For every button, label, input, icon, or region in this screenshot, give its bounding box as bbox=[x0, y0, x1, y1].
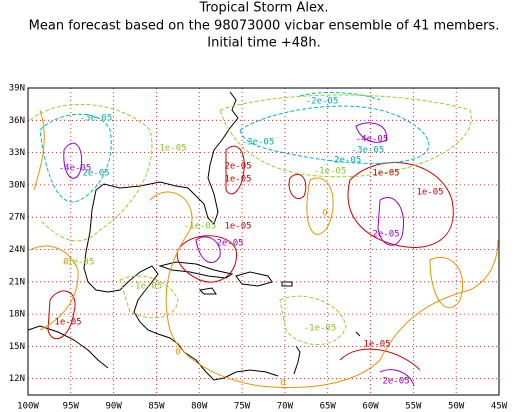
lat-label: 39N bbox=[9, 84, 25, 94]
contour-label: 1e-05 bbox=[159, 144, 186, 154]
contour-label: 0 bbox=[63, 258, 68, 268]
lon-label: 85W bbox=[148, 402, 165, 412]
lon-label: 95W bbox=[63, 402, 80, 412]
lat-label: 33N bbox=[9, 148, 25, 158]
lat-label: 21N bbox=[9, 277, 25, 287]
contour-label: -1e-05 bbox=[62, 258, 95, 268]
map-frame bbox=[27, 87, 500, 396]
contour-label: -1e-05 bbox=[184, 222, 217, 232]
lon-label: 75W bbox=[234, 402, 251, 412]
title-line: Initial time +48h. bbox=[207, 36, 320, 51]
lon-label: 90W bbox=[106, 402, 123, 412]
coastlines bbox=[27, 91, 361, 381]
contour-label: 1e-05 bbox=[224, 222, 251, 232]
contour-label: 2e-05 bbox=[372, 230, 399, 240]
contour-label: -4e-05 bbox=[59, 164, 92, 174]
lon-label: 55W bbox=[405, 402, 422, 412]
contour-label: -2e-05 bbox=[306, 97, 339, 107]
contour-label: -4e-05 bbox=[356, 135, 389, 145]
lon-label: 100W bbox=[17, 402, 39, 412]
lat-label: 27N bbox=[9, 213, 25, 223]
lon-label: 80W bbox=[191, 402, 208, 412]
lat-label: 18N bbox=[9, 310, 25, 320]
lon-label: 45W bbox=[491, 402, 508, 412]
contour-label: 1e-05 bbox=[372, 169, 399, 179]
contour-label: 1e-05 bbox=[224, 175, 251, 185]
contour-label: 2e-05 bbox=[224, 162, 251, 172]
contours bbox=[29, 92, 499, 389]
lat-label: 36N bbox=[9, 116, 25, 126]
contour-labels: -3e-05-2e-05-3e-05 -4e-05-3e-05-2e-05-1e-… bbox=[54, 97, 443, 389]
lon-label: 70W bbox=[277, 402, 294, 412]
grid bbox=[28, 88, 499, 395]
contour-label: 1e-05 bbox=[54, 318, 81, 328]
lat-label: 12N bbox=[9, 374, 25, 384]
contour-label: 0 bbox=[322, 209, 327, 219]
lon-label: 60W bbox=[362, 402, 379, 412]
contour-label: 2e-05 bbox=[82, 169, 109, 179]
lat-label: 30N bbox=[9, 180, 25, 190]
contour-label: 1e-05 bbox=[363, 340, 390, 350]
contour-label: -3e-05 bbox=[80, 114, 113, 124]
contour-label: -3e-05 bbox=[352, 146, 385, 156]
contour-label: -1e-05 bbox=[304, 324, 337, 334]
lat-label: 24N bbox=[9, 245, 25, 255]
contour-label: 1e-05 bbox=[416, 188, 443, 198]
contour-label: -3e-05 bbox=[242, 138, 275, 148]
contour-label: -2e-05 bbox=[329, 156, 362, 166]
lat-label: 15N bbox=[9, 342, 25, 352]
title-line: Mean forecast based on the 98073000 vicb… bbox=[29, 19, 500, 34]
lon-label: 65W bbox=[320, 402, 337, 412]
lon-label: 50W bbox=[448, 402, 465, 412]
title-line: Tropical Storm Alex. bbox=[198, 1, 328, 16]
contour-label: 0 bbox=[280, 379, 285, 389]
contour-label: -1e-05 bbox=[130, 282, 163, 292]
contour-label: 2e-05 bbox=[216, 239, 243, 249]
contour-label: 2e-05 bbox=[382, 377, 409, 387]
contour-label: 0 bbox=[175, 348, 180, 358]
contour-label: -1e-05 bbox=[314, 167, 347, 177]
